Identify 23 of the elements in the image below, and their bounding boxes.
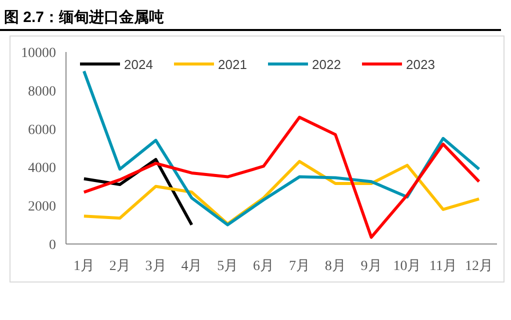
x-tick-label: 10月 <box>393 259 422 274</box>
x-tick-label: 1月 <box>73 259 94 274</box>
x-tick-label: 11月 <box>429 259 457 274</box>
legend-label: 2023 <box>406 57 435 72</box>
y-tick-label: 4000 <box>28 161 56 176</box>
x-tick-label: 9月 <box>360 259 382 274</box>
legend-label: 2021 <box>218 57 247 72</box>
legend-label: 2022 <box>312 57 341 72</box>
title: 图 2.7：缅甸进口金属吨 <box>4 9 164 26</box>
y-tick-label: 10000 <box>21 46 56 61</box>
x-tick-label: 8月 <box>324 259 346 274</box>
x-tick-label: 2月 <box>109 259 130 274</box>
y-tick-label: 6000 <box>28 122 56 138</box>
x-tick-label: 6月 <box>253 259 274 274</box>
legend-label: 2024 <box>124 57 153 72</box>
x-tick-label: 5月 <box>217 259 238 274</box>
x-tick-label: 4月 <box>181 259 202 274</box>
x-tick-label: 7月 <box>288 259 310 274</box>
y-tick-label: 8000 <box>28 84 56 100</box>
y-tick-label: 2000 <box>28 200 56 215</box>
y-tick-label: 0 <box>49 238 56 253</box>
x-tick-label: 12月 <box>465 259 494 274</box>
x-tick-label: 3月 <box>145 259 166 274</box>
